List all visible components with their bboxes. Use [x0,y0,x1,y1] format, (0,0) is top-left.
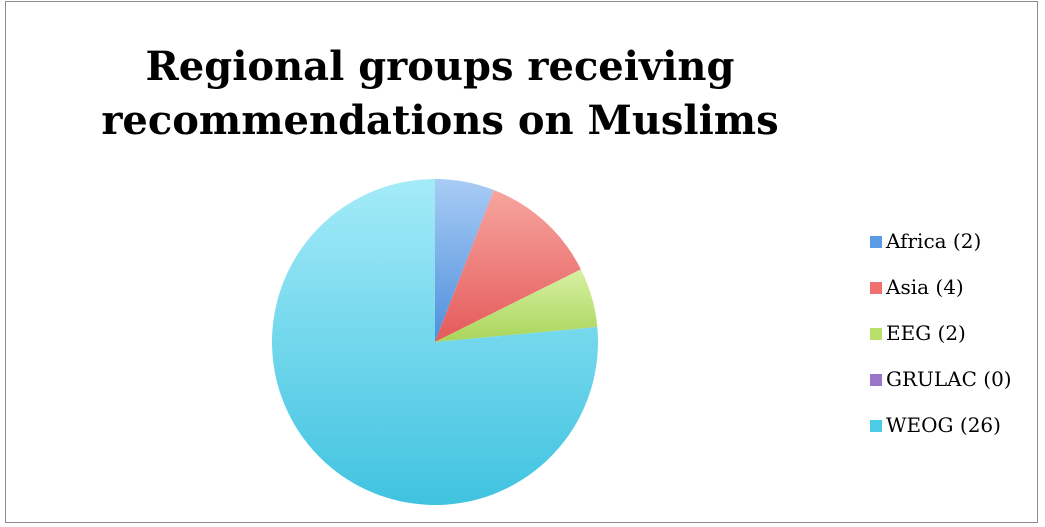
legend-item-grulac: GRULAC (0) [870,367,1040,392]
legend-label-weog: WEOG (26) [886,413,1001,437]
chart-title: Regional groups receiving recommendation… [0,40,880,148]
legend-swatch-africa [870,236,882,248]
legend-label-asia: Asia (4) [886,275,964,299]
legend-label-grulac: GRULAC (0) [886,367,1012,391]
chart-title-line-2: recommendations on Muslims [101,97,779,144]
legend-item-asia: Asia (4) [870,275,1040,300]
chart-legend: Africa (2) Asia (4) EEG (2) GRULAC (0) W… [870,229,1040,459]
pie-slice-asia [435,190,581,342]
pie-slice-weog [271,179,598,505]
legend-swatch-grulac [870,374,882,386]
legend-label-eeg: EEG (2) [886,321,966,345]
chart-title-line-1: Regional groups receiving [145,43,735,90]
pie-slice-eeg [435,269,598,342]
legend-swatch-weog [870,420,882,432]
legend-swatch-asia [870,282,882,294]
legend-item-eeg: EEG (2) [870,321,1040,346]
legend-swatch-eeg [870,328,882,340]
legend-item-africa: Africa (2) [870,229,1040,254]
legend-label-africa: Africa (2) [886,229,982,253]
legend-item-weog: WEOG (26) [870,413,1040,438]
pie-slice-africa [435,179,494,342]
